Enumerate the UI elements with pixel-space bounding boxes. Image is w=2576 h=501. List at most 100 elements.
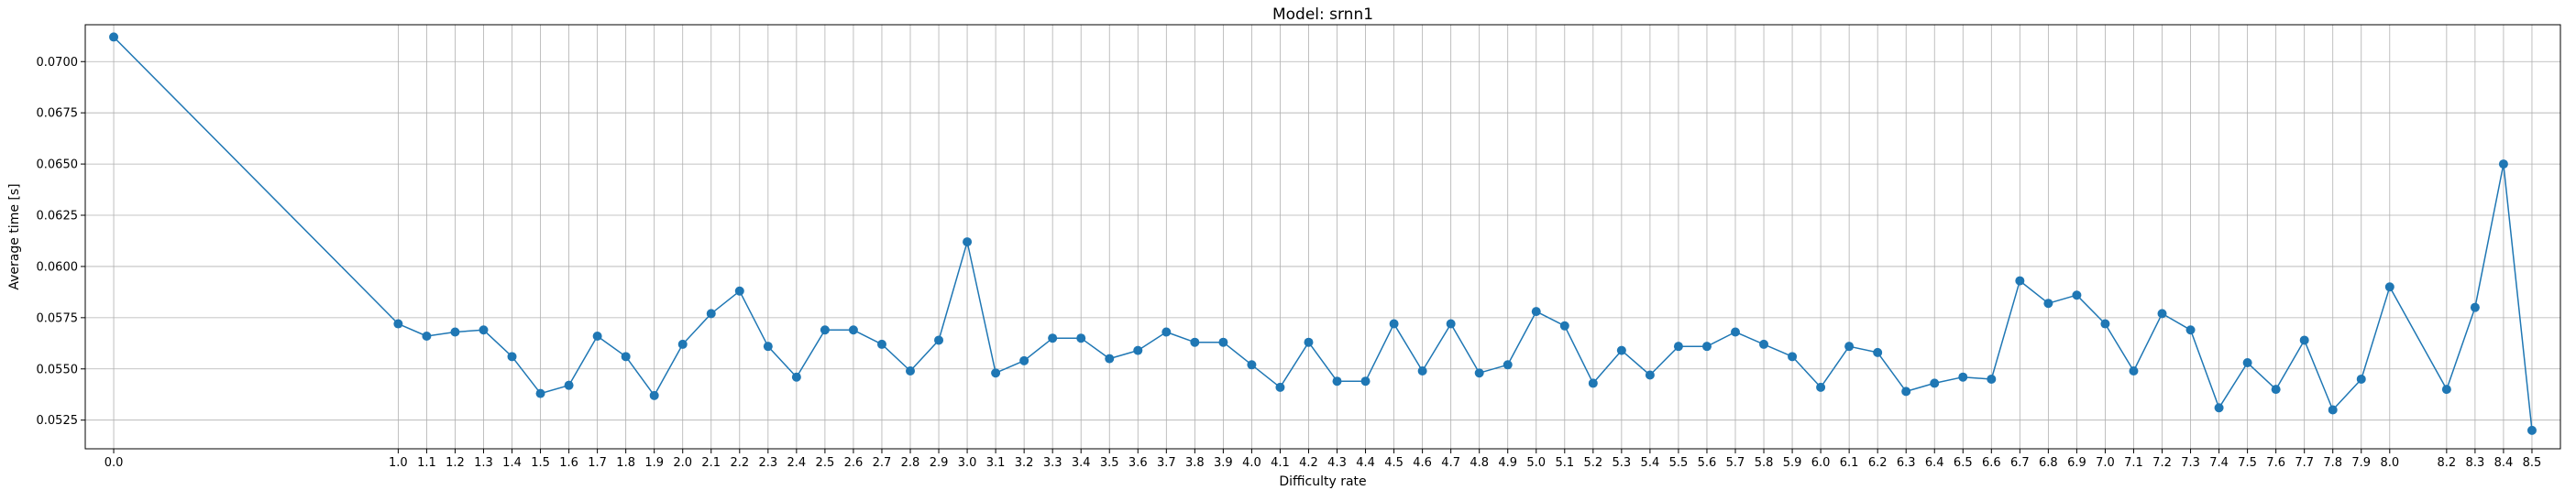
data-point [1958,372,1968,382]
x-tick-label: 3.3 [1043,456,1062,470]
data-point [2384,282,2394,292]
data-point [1673,342,1683,352]
data-point [791,372,801,382]
data-point [1105,354,1115,364]
x-tick-label: 8.2 [2438,456,2457,470]
x-tick-label: 6.9 [2067,456,2086,470]
x-axis-label: Difficulty rate [1279,474,1366,489]
data-point [479,325,489,335]
x-tick-label: 2.8 [901,456,920,470]
data-point [2356,374,2366,384]
data-point [2214,403,2224,413]
grid [85,25,2560,449]
x-tick-label: 8.5 [2523,456,2542,470]
x-tick-label: 4.3 [1327,456,1347,470]
data-point [2072,290,2082,300]
x-tick-label: 2.1 [701,456,721,470]
data-point [2441,385,2451,395]
data-point [1360,376,1371,387]
data-point [1332,376,1342,387]
x-tick-label: 6.6 [1982,456,2001,470]
x-tick-label: 4.4 [1356,456,1375,470]
x-tick-label: 3.4 [1072,456,1091,470]
x-tick-label: 2.0 [673,456,692,470]
x-tick-label: 7.4 [2209,456,2229,470]
data-point [1645,370,1655,380]
data-point [1247,360,1257,370]
y-tick-label: 0.0525 [37,414,79,428]
data-point [1048,333,1058,343]
data-point [2498,159,2508,169]
x-tick-label: 4.2 [1299,456,1318,470]
y-tick-label: 0.0700 [37,56,79,70]
x-tick-label: 4.7 [1441,456,1460,470]
data-point [109,32,119,42]
x-tick-label: 4.6 [1413,456,1432,470]
data-point [2043,299,2053,309]
x-tick-label: 5.4 [1641,456,1660,470]
x-tick-label: 6.2 [1868,456,1888,470]
data-point [963,237,973,247]
x-tick-label: 3.9 [1214,456,1233,470]
x-tick-label: 3.6 [1128,456,1148,470]
y-tick-label: 0.0625 [37,210,79,223]
x-tick-label: 5.7 [1726,456,1745,470]
data-point [1987,374,1997,384]
data-point [1930,378,1940,388]
data-point [2015,276,2025,286]
x-tick-label: 2.5 [816,456,835,470]
data-point [677,339,688,349]
data-point [1901,387,1911,397]
data-point [1616,345,1626,355]
x-tick-label: 5.1 [1555,456,1574,470]
data-point [564,380,574,390]
x-tick-label: 8.4 [2494,456,2514,470]
x-tick-label: 2.2 [730,456,749,470]
x-tick-label: 5.5 [1669,456,1689,470]
data-point [1417,366,1427,376]
data-point [450,327,460,337]
x-tick-label: 1.9 [644,456,664,470]
x-tick-label: 7.2 [2152,456,2172,470]
x-tick-label: 1.7 [588,456,607,470]
data-point [1844,342,1855,352]
data-point [422,331,432,341]
x-tick-label: 7.3 [2181,456,2200,470]
data-point [1701,342,1712,352]
data-point [1588,378,1598,388]
data-point [876,339,886,349]
x-tick-label: 5.3 [1613,456,1632,470]
data-point [1161,327,1172,337]
y-axis: 0.0525 0.0550 0.0575 0.0600 0.0625 0.0650 0.06… [37,56,85,428]
x-tick-label: 4.1 [1271,456,1290,470]
x-axis: 0.0 1.0 1.1 1.2 1.3 1.4 1.5 1.6 1.7 1.8 1.9 2.0 2.1 2… [105,449,2542,470]
data-point [507,352,517,362]
x-tick-label: 1.2 [446,456,465,470]
x-tick-label: 1.3 [474,456,493,470]
data-point [2470,302,2480,312]
data-point [1389,319,1399,329]
data-point [535,388,545,398]
data-point [906,366,915,376]
x-tick-label: 1.4 [502,456,522,470]
data-point [1218,337,1228,347]
data-point [2129,366,2139,376]
x-tick-label: 5.8 [1755,456,1774,470]
x-tick-label: 7.7 [2295,456,2314,470]
x-tick-label: 7.0 [2096,456,2115,470]
data-point [1275,382,1285,392]
data-point [621,352,631,362]
series-srnn1 [109,32,2537,435]
data-point [2328,405,2338,415]
data-point [706,309,716,319]
data-point [1788,352,1798,362]
data-point [1531,307,1541,317]
data-point [1873,347,1883,357]
data-point [1076,333,1086,343]
data-point [1474,368,1484,378]
data-point [1446,319,1456,329]
data-point [2271,385,2281,395]
x-tick-label: 4.5 [1384,456,1404,470]
data-point [934,335,944,345]
